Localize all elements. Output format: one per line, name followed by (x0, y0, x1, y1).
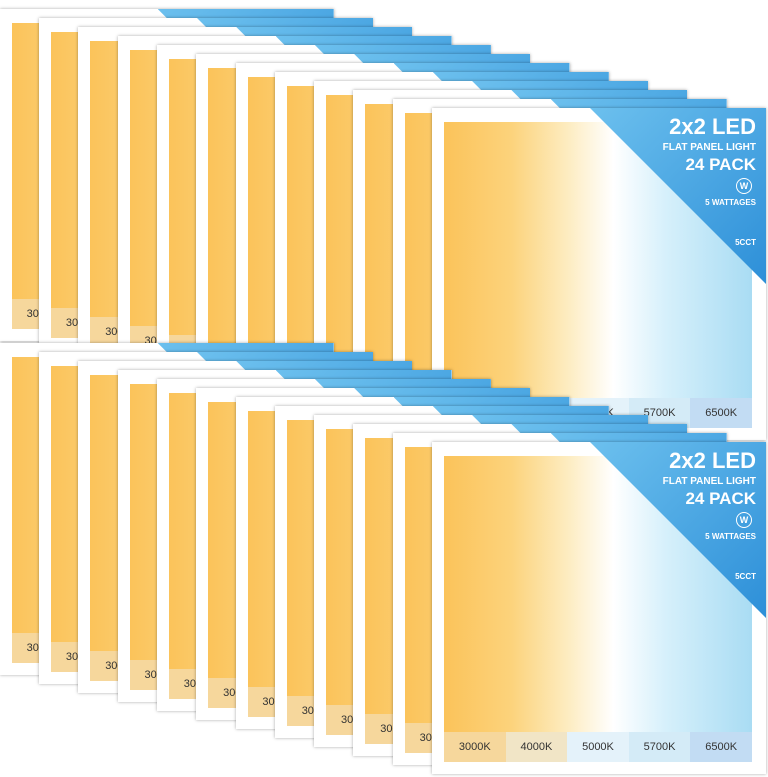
wattages-text: 5 WATTAGES (705, 198, 756, 207)
color-temperature-label: 6500K (690, 398, 752, 428)
color-temperature-label: 6500K (690, 732, 752, 762)
cct-text: 5CCT (735, 238, 756, 247)
wattages-text: 5 WATTAGES (705, 532, 756, 541)
wattage-icon: W (736, 512, 752, 528)
color-temperature-label: 4000K (505, 732, 568, 762)
cct-text: 5CCT (735, 572, 756, 581)
banner-title: 2x2 LED (669, 448, 756, 473)
banner-subtitle: FLAT PANEL LIGHT (662, 476, 756, 487)
wattage-icon: W (736, 178, 752, 194)
banner-title: 2x2 LED (669, 114, 756, 139)
color-temperature-label: 3000K (444, 732, 506, 762)
color-temperature-label: 5000K (567, 732, 629, 762)
banner-pack: 24 PACK (685, 155, 756, 174)
banner-subtitle: FLAT PANEL LIGHT (662, 142, 756, 153)
color-temperature-label: 5700K (628, 732, 691, 762)
banner-pack: 24 PACK (685, 489, 756, 508)
